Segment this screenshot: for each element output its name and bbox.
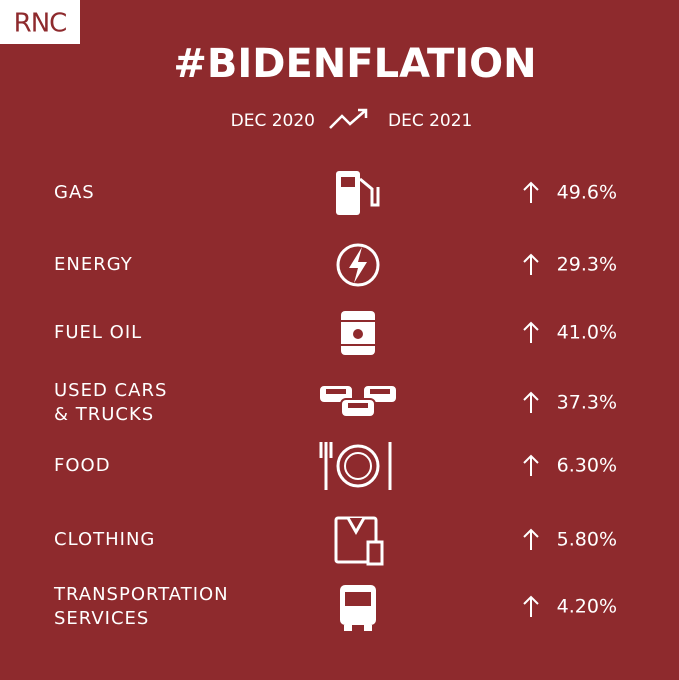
row-label: FOOD [54, 455, 111, 476]
up-arrow [523, 595, 539, 617]
up-arrow [523, 454, 539, 476]
row-label: ENERGY [54, 254, 133, 275]
row-change: 49.6% [557, 182, 617, 204]
row-label: & TRUCKS [54, 404, 154, 425]
icon [341, 177, 355, 187]
icon [349, 247, 367, 283]
icon [345, 592, 371, 606]
row: FUEL OIL 41.0% [54, 311, 617, 355]
logo: RNC [14, 9, 67, 39]
icon [370, 389, 390, 394]
row: FOOD 6.30% [54, 442, 617, 490]
row: TRANSPORTATION SERVICES 4.20% [53, 584, 617, 631]
icon [326, 389, 346, 394]
row: CLOTHING 5.80% [54, 516, 617, 566]
row-label: SERVICES [54, 608, 149, 629]
up-arrow [523, 391, 539, 413]
trend-icon [329, 108, 368, 129]
up-arrow [523, 253, 539, 275]
row-label: USED CARS [54, 380, 167, 401]
period-to: DEC 2021 [388, 111, 472, 131]
icon [336, 444, 380, 488]
row-change: 29.3% [557, 254, 617, 276]
row: USED CARS & TRUCKS 37.3% [54, 380, 617, 425]
row: ENERGY 29.3% [54, 243, 617, 287]
icon [359, 177, 380, 207]
icon [348, 403, 368, 408]
row-change: 5.80% [557, 529, 617, 551]
icon [336, 243, 380, 287]
rows: GAS 49.6% ENERGY 29.3% FUEL OIL 41.0% USED CAR… [53, 171, 617, 631]
icon [364, 625, 372, 631]
icon [344, 625, 352, 631]
row-change: 41.0% [557, 322, 617, 344]
row: GAS 49.6% [54, 171, 617, 215]
title: #BIDENFLATION [173, 41, 536, 87]
row-icon [340, 585, 376, 631]
up-arrow [523, 321, 539, 343]
up-arrow [523, 181, 539, 203]
row-change: 37.3% [557, 392, 617, 414]
row-change: 4.20% [557, 596, 617, 618]
up-arrow [523, 528, 539, 550]
row-icon [336, 171, 380, 215]
icon [346, 517, 384, 566]
row-icon [319, 442, 392, 490]
icon [319, 442, 392, 490]
row-icon [334, 516, 384, 566]
row-change: 6.30% [557, 455, 617, 477]
icon [344, 452, 372, 480]
row-icon [341, 311, 375, 355]
logo-box [0, 0, 80, 44]
row-label: TRANSPORTATION [53, 584, 229, 605]
row-label: CLOTHING [54, 529, 155, 550]
row-label: GAS [54, 182, 95, 203]
period-from: DEC 2020 [231, 111, 315, 131]
row-label: FUEL OIL [54, 322, 142, 343]
row-icon [336, 243, 380, 287]
icon [353, 329, 363, 339]
row-icon [318, 384, 398, 418]
